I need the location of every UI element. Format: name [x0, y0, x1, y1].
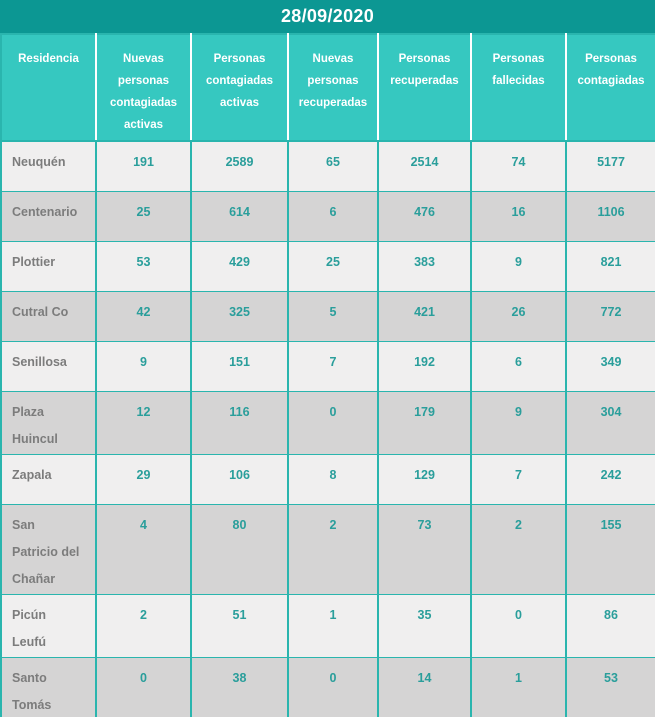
value-cell: 151	[190, 340, 289, 392]
value-cell: 0	[470, 593, 567, 658]
table-row: Picún Leufú 2 51 1 35 0 86	[0, 593, 655, 658]
value-cell: 0	[95, 656, 192, 717]
value-cell: 614	[190, 190, 289, 242]
table-row: Centenario 25 614 6 476 16 1106	[0, 190, 655, 242]
value-cell: 7	[287, 340, 379, 392]
value-cell: 1	[287, 593, 379, 658]
value-cell: 2589	[190, 140, 289, 192]
column-header: Personas contagiadas	[565, 34, 655, 142]
value-cell: 106	[190, 453, 289, 505]
table-row: Zapala 29 106 8 129 7 242	[0, 453, 655, 505]
table-header: Residencia Nuevas personas contagiadas ac…	[0, 34, 655, 142]
value-cell: 0	[287, 656, 379, 717]
table-row: San Patricio del Chañar 4 80 2 73 2 155	[0, 503, 655, 595]
value-cell: 2	[287, 503, 379, 595]
value-cell: 242	[565, 453, 655, 505]
value-cell: 73	[377, 503, 472, 595]
value-cell: 29	[95, 453, 192, 505]
value-cell: 5177	[565, 140, 655, 192]
value-cell: 6	[470, 340, 567, 392]
value-cell: 1106	[565, 190, 655, 242]
value-cell: 9	[470, 240, 567, 292]
table-body: Neuquén 191 2589 65 2514 74 5177 Centenario 25 61…	[0, 140, 655, 717]
value-cell: 421	[377, 290, 472, 342]
value-cell: 129	[377, 453, 472, 505]
value-cell: 429	[190, 240, 289, 292]
value-cell: 2	[95, 593, 192, 658]
value-cell: 26	[470, 290, 567, 342]
value-cell: 25	[287, 240, 379, 292]
residence-cell: Centenario	[0, 190, 97, 242]
column-header: Personas recuperadas	[377, 34, 472, 142]
table-row: Cutral Co 42 325 5 421 26 772	[0, 290, 655, 342]
value-cell: 8	[287, 453, 379, 505]
value-cell: 383	[377, 240, 472, 292]
data-table: Residencia Nuevas personas contagiadas ac…	[0, 33, 655, 717]
residence-cell: Senillosa	[0, 340, 97, 392]
value-cell: 0	[287, 390, 379, 455]
value-cell: 74	[470, 140, 567, 192]
table-row: Senillosa 9 151 7 192 6 349	[0, 340, 655, 392]
value-cell: 191	[95, 140, 192, 192]
column-header: Nuevas personas contagiadas activas	[95, 34, 192, 142]
value-cell: 1	[470, 656, 567, 717]
value-cell: 65	[287, 140, 379, 192]
table-row: Plaza Huincul 12 116 0 179 9 304	[0, 390, 655, 455]
residence-cell: Cutral Co	[0, 290, 97, 342]
column-header: Personas fallecidas	[470, 34, 567, 142]
title-bar: 28/09/2020	[0, 0, 655, 33]
table-row: Plottier 53 429 25 383 9 821	[0, 240, 655, 292]
value-cell: 325	[190, 290, 289, 342]
value-cell: 53	[565, 656, 655, 717]
residence-cell: Zapala	[0, 453, 97, 505]
residence-cell: Neuquén	[0, 140, 97, 192]
column-header: Nuevas personas recuperadas	[287, 34, 379, 142]
residence-cell: Plaza Huincul	[0, 390, 97, 455]
value-cell: 4	[95, 503, 192, 595]
value-cell: 35	[377, 593, 472, 658]
value-cell: 14	[377, 656, 472, 717]
value-cell: 7	[470, 453, 567, 505]
value-cell: 16	[470, 190, 567, 242]
value-cell: 304	[565, 390, 655, 455]
residence-cell: Picún Leufú	[0, 593, 97, 658]
value-cell: 2514	[377, 140, 472, 192]
value-cell: 116	[190, 390, 289, 455]
value-cell: 155	[565, 503, 655, 595]
report-date: 28/09/2020	[280, 6, 375, 26]
residence-cell: Santo Tomás	[0, 656, 97, 717]
value-cell: 6	[287, 190, 379, 242]
column-header: Residencia	[0, 34, 97, 142]
table-row: Santo Tomás 0 38 0 14 1 53	[0, 656, 655, 717]
header-row: Residencia Nuevas personas contagiadas ac…	[0, 34, 655, 142]
value-cell: 821	[565, 240, 655, 292]
residence-cell: Plottier	[0, 240, 97, 292]
column-header: Personas contagiadas activas	[190, 34, 289, 142]
value-cell: 9	[470, 390, 567, 455]
value-cell: 42	[95, 290, 192, 342]
value-cell: 2	[470, 503, 567, 595]
value-cell: 192	[377, 340, 472, 392]
value-cell: 80	[190, 503, 289, 595]
value-cell: 25	[95, 190, 192, 242]
value-cell: 5	[287, 290, 379, 342]
residence-cell: San Patricio del Chañar	[0, 503, 97, 595]
value-cell: 772	[565, 290, 655, 342]
value-cell: 349	[565, 340, 655, 392]
value-cell: 9	[95, 340, 192, 392]
value-cell: 476	[377, 190, 472, 242]
table-row: Neuquén 191 2589 65 2514 74 5177	[0, 140, 655, 192]
value-cell: 86	[565, 593, 655, 658]
value-cell: 12	[95, 390, 192, 455]
value-cell: 38	[190, 656, 289, 717]
value-cell: 179	[377, 390, 472, 455]
value-cell: 51	[190, 593, 289, 658]
value-cell: 53	[95, 240, 192, 292]
